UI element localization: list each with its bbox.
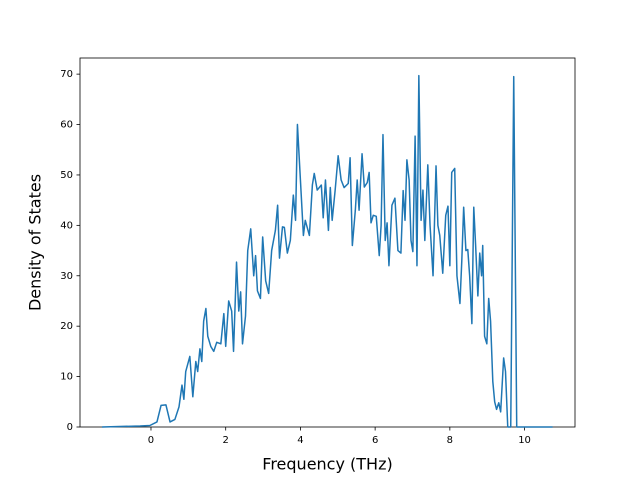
x-tick-label: 10 xyxy=(518,435,531,446)
y-tick-label: 20 xyxy=(60,321,73,332)
x-tick-label: 4 xyxy=(297,435,303,446)
y-tick-label: 70 xyxy=(60,69,73,80)
x-tick-label: 2 xyxy=(223,435,229,446)
y-axis-label: Density of States xyxy=(26,174,45,311)
x-tick-label: 6 xyxy=(372,435,378,446)
y-tick-label: 30 xyxy=(60,271,73,282)
y-tick-label: 40 xyxy=(60,220,73,231)
x-tick-label: 0 xyxy=(148,435,154,446)
y-tick-label: 0 xyxy=(67,422,73,433)
y-tick-label: 50 xyxy=(60,170,73,181)
y-tick-label: 60 xyxy=(60,120,73,131)
x-tick-label: 8 xyxy=(447,435,453,446)
data-line xyxy=(102,74,553,428)
x-axis-label: Frequency (THz) xyxy=(262,455,392,474)
y-tick-label: 10 xyxy=(60,372,73,383)
plot-frame xyxy=(79,57,576,428)
